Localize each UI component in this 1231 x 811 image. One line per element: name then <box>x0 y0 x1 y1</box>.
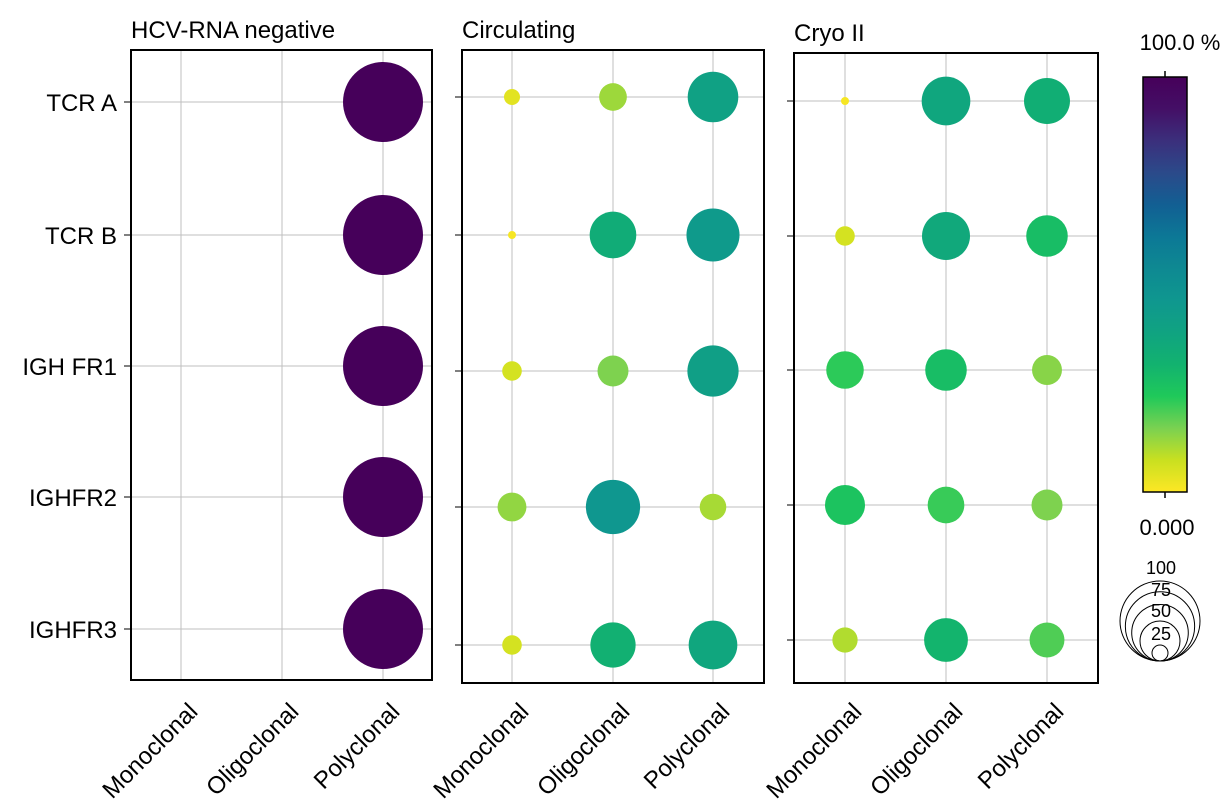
bubble-tcr-a-monoclonal <box>841 97 849 105</box>
x-tick-label: Oligoclonal <box>532 698 635 801</box>
bubble-tcr-a-monoclonal <box>504 89 520 105</box>
bubble-igh-fr1-polyclonal <box>1032 355 1062 385</box>
bubble-ighfr3-monoclonal <box>832 627 858 653</box>
bubble-ighfr2-polyclonal <box>699 493 727 521</box>
panel-frame <box>793 52 1099 684</box>
bubble-ighfr3-polyclonal <box>1029 622 1065 658</box>
x-tick-label: Monoclonal <box>761 698 867 804</box>
bubble-igh-fr1-oligoclonal <box>597 355 629 387</box>
size-legend-label: 50 <box>1151 601 1171 621</box>
x-tick-label: Oligoclonal <box>201 698 304 801</box>
x-tick-label: Polyclonal <box>973 698 1069 794</box>
colorbar-legend: 100.0 % 0.000 <box>1139 30 1220 540</box>
bubble-ighfr2-polyclonal <box>1031 489 1063 521</box>
colorbar-max-label: 100.0 % <box>1140 30 1221 55</box>
bubble-tcr-b-polyclonal <box>343 195 423 275</box>
bubble-ighfr3-oligoclonal <box>590 622 636 668</box>
bubble-ighfr3-polyclonal <box>688 620 738 670</box>
panel-title: Circulating <box>462 17 575 44</box>
size-legend-label: 100 <box>1146 558 1176 578</box>
bubble-tcr-a-polyclonal <box>687 71 739 123</box>
bubble-igh-fr1-polyclonal <box>687 345 739 397</box>
bubble-ighfr3-oligoclonal <box>924 618 968 662</box>
bubble-ighfr2-oligoclonal <box>927 486 965 524</box>
x-tick-label: Polyclonal <box>639 698 735 794</box>
bubble-ighfr2-monoclonal <box>825 485 865 525</box>
size-legend-label: 75 <box>1151 580 1171 600</box>
bubble-igh-fr1-polyclonal <box>343 326 423 406</box>
bubble-tcr-b-polyclonal <box>686 208 740 262</box>
bubble-tcr-a-oligoclonal <box>599 83 627 111</box>
x-tick-label: Monoclonal <box>97 698 203 804</box>
bubble-tcr-b-oligoclonal <box>922 212 970 260</box>
bubble-tcr-a-polyclonal <box>1024 78 1070 124</box>
bubble-ighfr2-monoclonal <box>497 492 527 522</box>
bubble-tcr-a-oligoclonal <box>921 76 971 126</box>
x-tick-label: Monoclonal <box>428 698 534 804</box>
bubble-igh-fr1-monoclonal <box>826 351 864 389</box>
bubble-tcr-b-polyclonal <box>1026 215 1068 257</box>
bubble-igh-fr1-monoclonal <box>502 361 522 381</box>
bubble-tcr-b-oligoclonal <box>589 211 637 259</box>
bubble-ighfr3-polyclonal <box>343 589 423 669</box>
size-legend-circle <box>1151 644 1169 662</box>
size-legend-label: 25 <box>1151 624 1171 644</box>
bubble-tcr-a-polyclonal <box>343 62 423 142</box>
bubble-tcr-b-monoclonal <box>508 231 516 239</box>
bubble-igh-fr1-oligoclonal <box>925 349 967 391</box>
bubble-tcr-b-monoclonal <box>835 226 855 246</box>
bubble-ighfr2-oligoclonal <box>585 479 641 535</box>
row-label-tcr-b: TCR B <box>45 223 117 250</box>
row-labels: TCR A TCR B IGH FR1 IGHFR2 IGHFR3 <box>22 90 117 644</box>
row-label-igh-fr1: IGH FR1 <box>22 354 117 381</box>
bubble-ighfr3-monoclonal <box>502 635 522 655</box>
row-label-ighfr2: IGHFR2 <box>29 485 117 512</box>
bubble-ighfr2-polyclonal <box>343 457 423 537</box>
panel-title: Cryo II <box>794 20 865 47</box>
colorbar-min-label: 0.000 <box>1139 515 1194 540</box>
row-label-tcr-a: TCR A <box>46 90 117 117</box>
panel-title: HCV-RNA negative <box>131 17 335 44</box>
x-tick-label: Polyclonal <box>309 698 405 794</box>
panel-frame <box>461 49 765 684</box>
x-tick-label: Oligoclonal <box>865 698 968 801</box>
panel-frame <box>130 49 433 681</box>
row-label-ighfr3: IGHFR3 <box>29 617 117 644</box>
colorbar-gradient <box>1142 76 1188 493</box>
